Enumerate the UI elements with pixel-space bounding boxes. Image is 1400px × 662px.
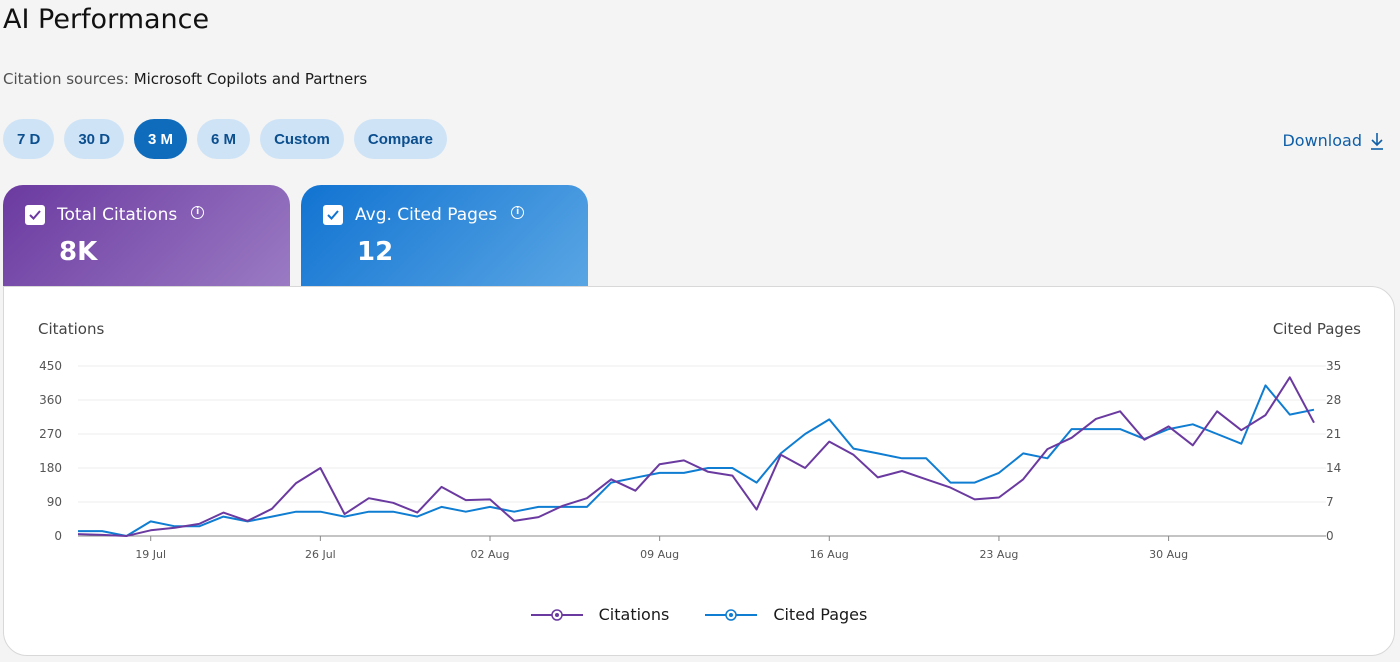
- y-right-tick-label: 21: [1326, 427, 1341, 441]
- x-tick-label: 19 Jul: [135, 548, 166, 561]
- y-left-tick-label: 270: [39, 427, 62, 441]
- cited-pages-series-line: [78, 384, 1315, 537]
- download-label: Download: [1282, 131, 1362, 150]
- y-right-tick-label: 28: [1326, 393, 1341, 407]
- right-axis-title: Cited Pages: [1273, 320, 1361, 338]
- citation-sources-value: Microsoft Copilots and Partners: [133, 70, 368, 88]
- citation-sources: Citation sources: Microsoft Copilots and…: [3, 70, 367, 88]
- avg-cited-pages-checkbox[interactable]: [323, 205, 343, 225]
- line-chart: Citations Cited Pages 0 90 180 270 360 450 0 7 14 2…: [38, 320, 1361, 561]
- legend-cited-pages-label: Cited Pages: [773, 605, 868, 624]
- range-compare-button[interactable]: Compare: [353, 119, 447, 159]
- chart-card: Citations Cited Pages 0 90 180 270 360 450 0 7 14 2…: [3, 286, 1395, 656]
- legend-cited-pages[interactable]: Cited Pages: [705, 605, 867, 624]
- range-7d-button[interactable]: 7 D: [3, 119, 55, 159]
- y-left-tick-label: 0: [54, 529, 62, 543]
- range-3m-button[interactable]: 3 M: [134, 119, 188, 159]
- page-title: AI Performance: [3, 4, 210, 35]
- avg-cited-pages-card[interactable]: Avg. Cited Pages i 12: [301, 185, 588, 289]
- range-6m-button[interactable]: 6 M: [197, 119, 251, 159]
- legend-citations[interactable]: Citations: [530, 605, 670, 624]
- total-citations-card[interactable]: Total Citations i 8K: [3, 185, 290, 289]
- legend-cited-pages-marker: [705, 608, 758, 621]
- legend-citations-label: Citations: [598, 605, 670, 624]
- total-citations-label: Total Citations: [57, 205, 178, 225]
- checkmark-icon: [29, 210, 41, 220]
- total-citations-checkbox[interactable]: [25, 205, 45, 225]
- avg-cited-pages-value: 12: [357, 237, 394, 267]
- y-left-tick-label: 450: [39, 359, 62, 373]
- legend-citations-marker: [530, 608, 583, 621]
- info-icon[interactable]: i: [191, 205, 205, 219]
- y-left-tick-label: 360: [39, 393, 62, 407]
- citation-sources-label: Citation sources:: [3, 70, 129, 88]
- y-right-tick-label: 0: [1326, 529, 1334, 543]
- x-tick-label: 16 Aug: [810, 548, 849, 561]
- chart-legend: Citations Cited Pages: [4, 605, 1394, 624]
- range-custom-button[interactable]: Custom: [260, 119, 344, 159]
- left-axis-title: Citations: [38, 320, 104, 338]
- x-tick-label: 30 Aug: [1149, 548, 1188, 561]
- range-30d-button[interactable]: 30 D: [64, 119, 125, 159]
- y-right-tick-label: 7: [1326, 495, 1334, 509]
- checkmark-icon: [327, 210, 339, 220]
- total-citations-value: 8K: [59, 237, 98, 267]
- avg-cited-pages-label: Avg. Cited Pages: [355, 205, 498, 225]
- y-right-tick-label: 35: [1326, 359, 1341, 373]
- x-tick-label: 02 Aug: [471, 548, 510, 561]
- y-left-tick-label: 180: [39, 461, 62, 475]
- citations-series-line: [77, 376, 1315, 537]
- y-left-tick-label: 90: [47, 495, 62, 509]
- download-icon: [1371, 132, 1383, 150]
- date-range-buttons: 7 D 30 D 3 M 6 M Custom Compare: [3, 119, 447, 159]
- info-icon[interactable]: i: [511, 205, 525, 219]
- download-button[interactable]: Download: [1282, 131, 1384, 150]
- x-tick-label: 23 Aug: [979, 548, 1018, 561]
- x-tick-label: 26 Jul: [305, 548, 336, 561]
- x-tick-label: 09 Aug: [640, 548, 679, 561]
- y-right-tick-label: 14: [1326, 461, 1341, 475]
